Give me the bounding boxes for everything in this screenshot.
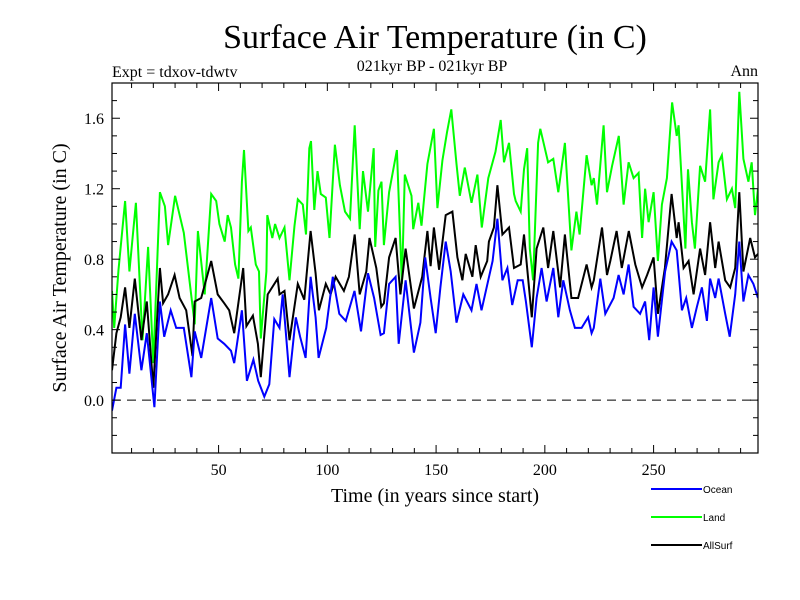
axes-layer: 50 100 150 200 250 0.0 0.4 0.8 1.2 1.6 <box>84 82 759 479</box>
series-line-allsurf <box>112 185 758 388</box>
x-tick-label: 250 <box>642 462 666 479</box>
y-tick-label: 0.0 <box>84 393 104 410</box>
chart-title: Surface Air Temperature (in C) <box>223 19 647 56</box>
x-tick-label: 150 <box>424 462 448 479</box>
legend-label-land: Land <box>703 513 725 524</box>
experiment-label: Expt = tdxov-tdwtv <box>112 64 237 81</box>
x-tick-label: 200 <box>533 462 557 479</box>
legend-label-ocean: Ocean <box>703 485 732 496</box>
series-layer <box>112 91 758 411</box>
y-tick-label: 1.2 <box>84 182 104 199</box>
series-line-ocean <box>112 218 758 411</box>
plot-frame <box>111 82 759 454</box>
y-tick-label: 0.4 <box>84 323 104 340</box>
y-axis-label: Surface Air Temperature (in C) <box>49 143 71 392</box>
y-tick-label: 0.8 <box>84 252 104 269</box>
x-axis-label: Time (in years since start) <box>331 485 539 507</box>
x-tick-label: 50 <box>211 462 227 479</box>
x-tick-label: 100 <box>315 462 339 479</box>
chart-subtitle: 021kyr BP - 021kyr BP <box>357 58 508 75</box>
y-tick-label: 1.6 <box>84 111 104 128</box>
season-label: Ann <box>730 63 758 80</box>
legend-label-allsurf: AllSurf <box>703 541 733 552</box>
series-line-land <box>112 91 758 364</box>
legend: Ocean Land AllSurf <box>651 485 733 552</box>
